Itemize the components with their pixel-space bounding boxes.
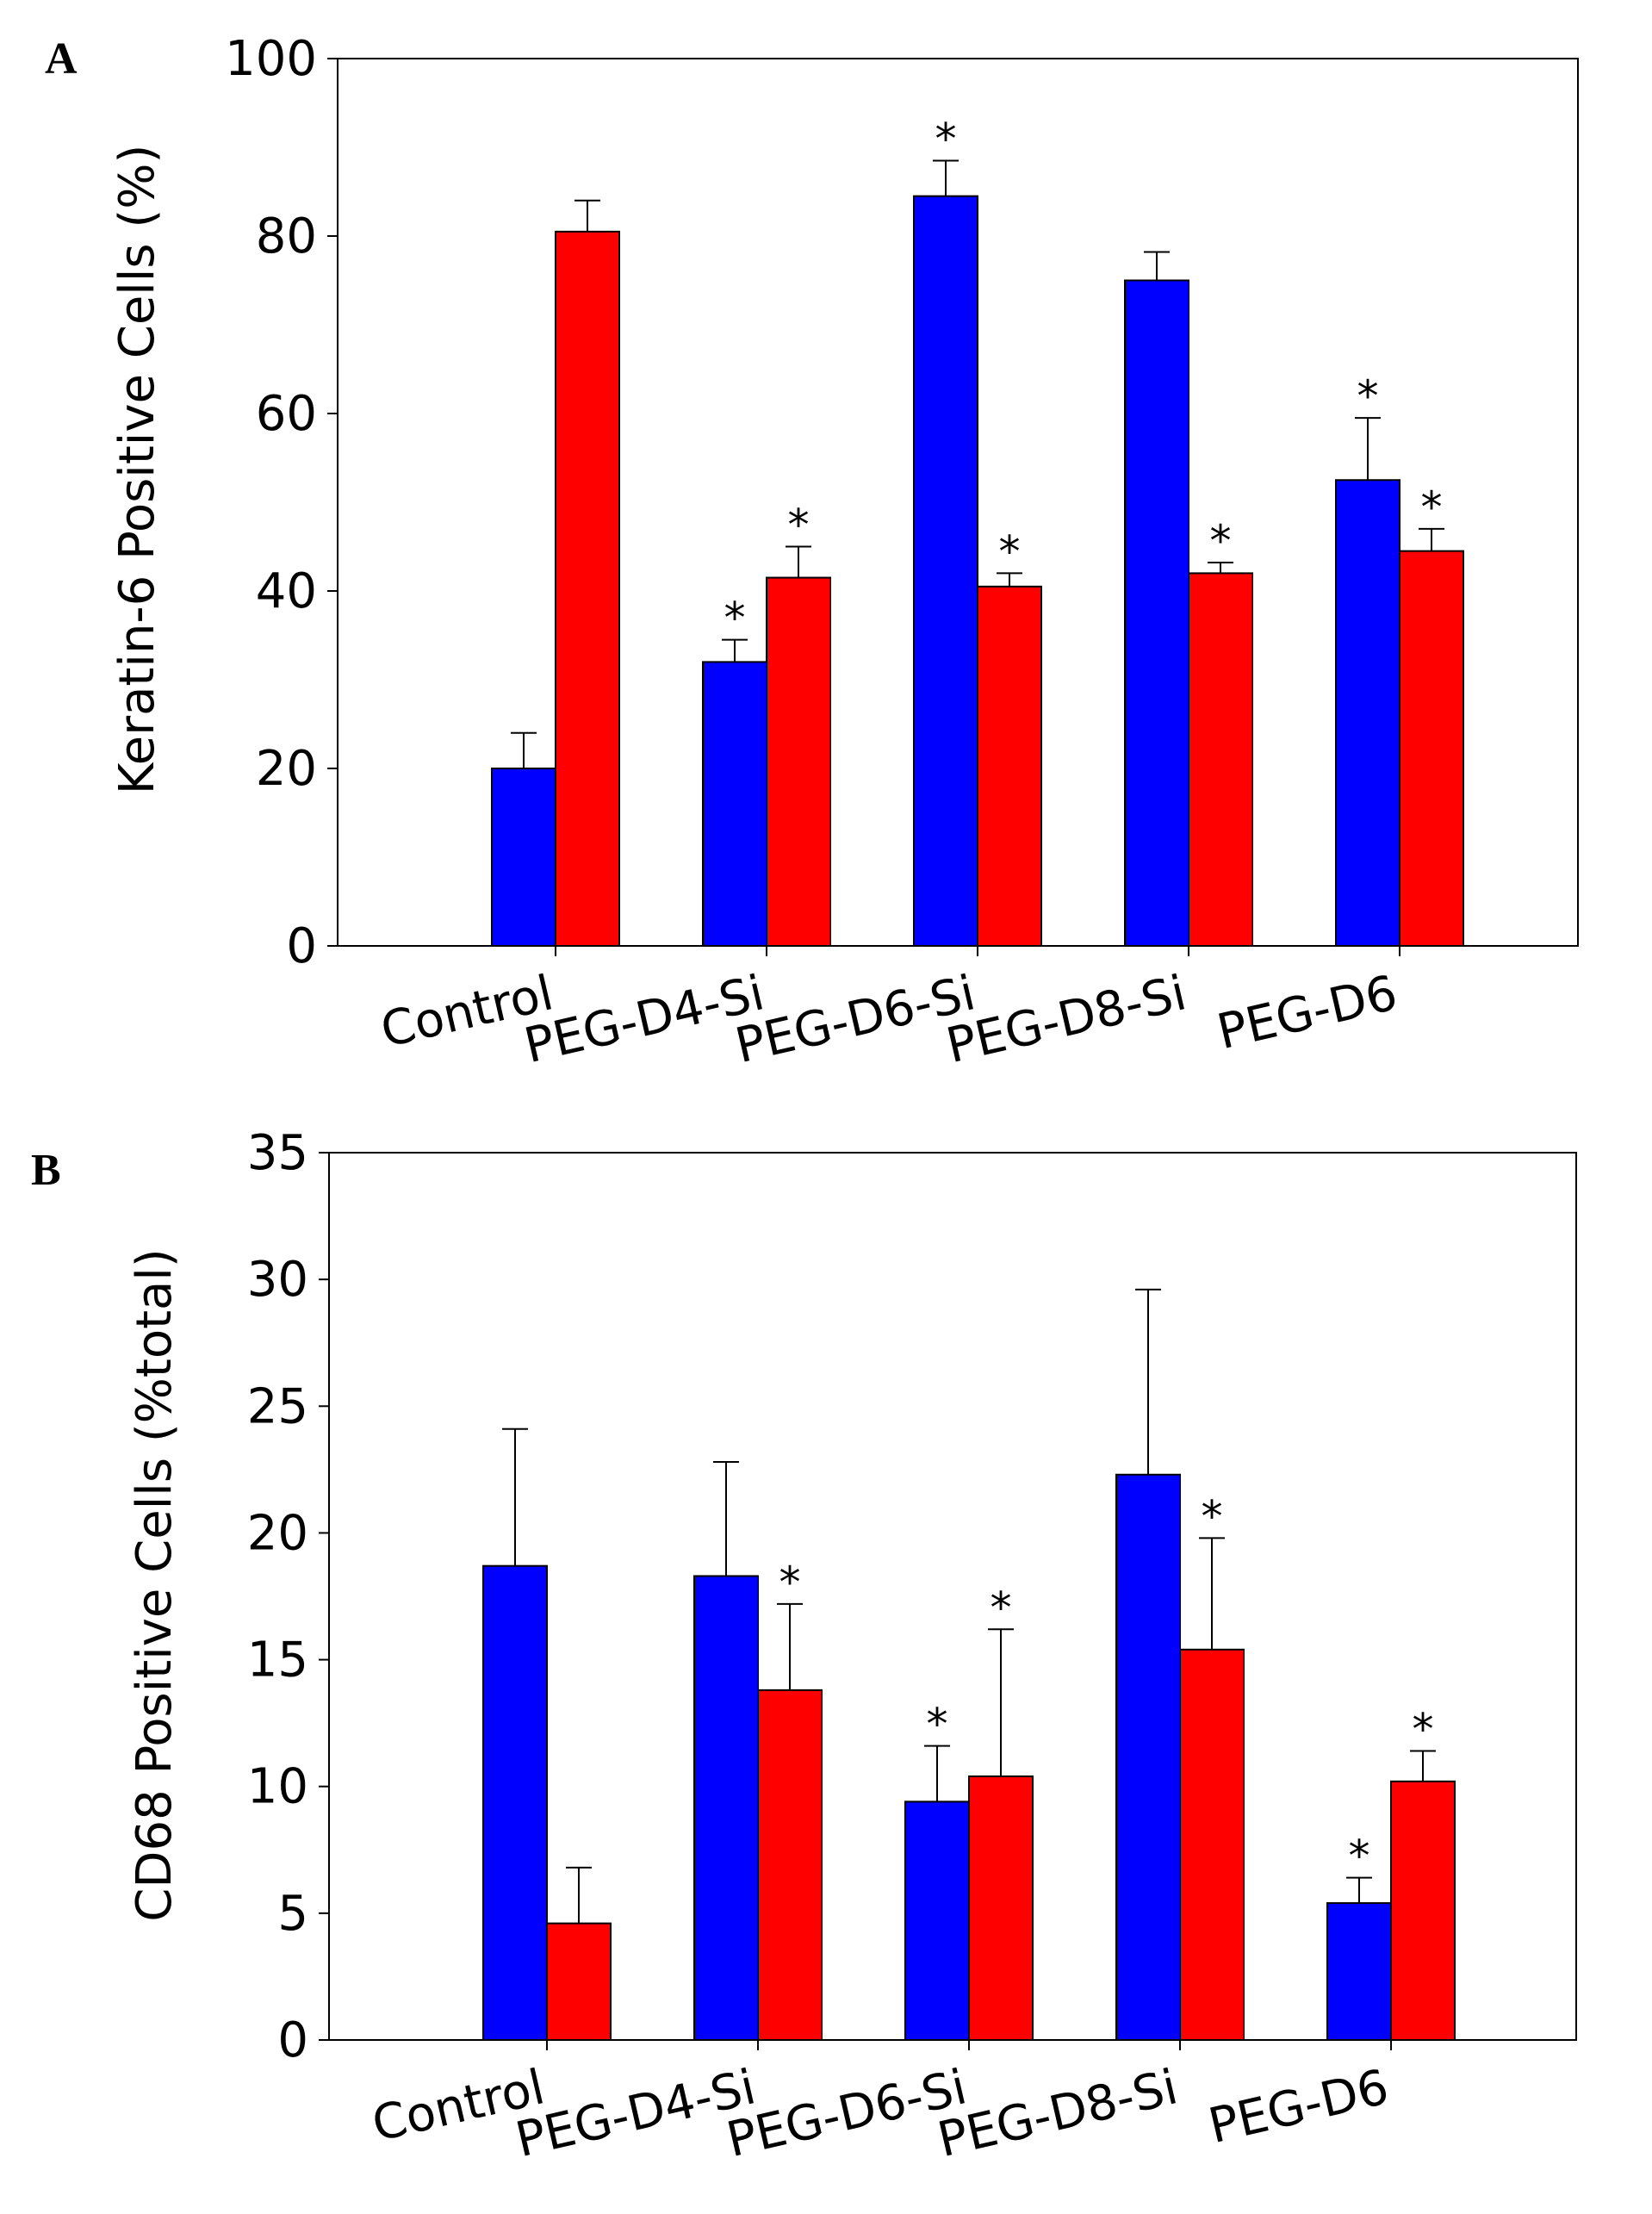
panel-b-significance-red-4: * [1413,1705,1434,1755]
panel-b-y-tick-label: 15 [247,1633,308,1688]
panel-a-bar-blue-2 [913,195,978,947]
panel-a-bar-red-3 [1188,572,1253,948]
panel-b-plot-frame [328,1152,1577,2041]
panel-a-significance-red-1: * [788,501,810,550]
panel-b-significance-red-1: * [779,1558,801,1608]
panel-a-plot-frame [337,58,1579,947]
panel-b-significance-red-2: * [991,1583,1012,1633]
panel-b-bar-blue-1 [693,1575,759,2041]
panel-a-y-axis-title: Keratin-6 Positive Cells (%) [109,145,165,795]
panel-a-y-tick-label: 100 [225,31,317,87]
panel-b-y-tick-label: 5 [277,1886,308,1942]
panel-b-bar-red-2 [968,1775,1034,2041]
panel-a-significance-blue-2: * [935,114,957,164]
panel-b-significance-blue-2: * [927,1700,948,1750]
panel-a-significance-blue-1: * [724,594,746,644]
panel-b-bar-red-1 [757,1688,823,2042]
panel-a-bar-blue-4 [1335,479,1400,947]
panel-a-bar-blue-3 [1124,279,1189,947]
panel-b-bar-red-3 [1179,1648,1245,2042]
panel-a-bar-red-1 [766,576,831,947]
panel-a-significance-red-4: * [1421,482,1443,532]
panel-b: B CD68 Positive Cells (%total) * * * * * * 0 5 1… [31,1125,1577,2168]
panel-a-significance-blue-4: * [1357,371,1379,421]
panel-b-bar-blue-4 [1326,1902,1392,2041]
panel-b-y-tick-label: 35 [247,1125,308,1181]
panel-a-y-tick-label: 40 [256,563,317,619]
panel-b-bar-red-0 [546,1922,612,2042]
panel-b-significance-blue-4: * [1349,1832,1370,1881]
panel-a-bar-red-2 [977,585,1042,947]
panel-b-significance-red-3: * [1202,1491,1223,1541]
panel-b-letter: B [31,1146,61,1195]
panel-a-significance-red-3: * [1210,516,1232,566]
panel-b-bar-blue-3 [1115,1473,1181,2041]
panel-b-bar-blue-2 [904,1800,970,2041]
panel-b-y-tick-label: 10 [247,1759,308,1815]
panel-a-bar-blue-1 [702,661,767,948]
panel-a-bar-red-0 [555,230,620,948]
panel-a-y-tick-label: 20 [256,741,317,797]
panel-b-y-tick-label: 0 [277,2012,308,2068]
panel-a-y-tick-label: 0 [286,918,317,974]
panel-a-bar-red-4 [1399,550,1464,948]
panel-a-y-tick-label: 80 [256,208,317,264]
panel-b-y-axis-title: CD68 Positive Cells (%total) [127,1248,183,1922]
panel-b-y-tick-label: 30 [247,1252,308,1308]
panel-a-y-tick-label: 60 [256,386,317,442]
panel-b-y-tick-label: 20 [247,1505,308,1561]
panel-b-bar-blue-0 [482,1564,548,2041]
panel-a-bar-blue-0 [491,768,556,947]
panel-a-significance-red-2: * [999,526,1021,576]
panel-a-letter: A [45,34,78,84]
panel-b-bar-red-4 [1390,1780,1456,2042]
panel-b-y-tick-label: 25 [247,1378,308,1434]
